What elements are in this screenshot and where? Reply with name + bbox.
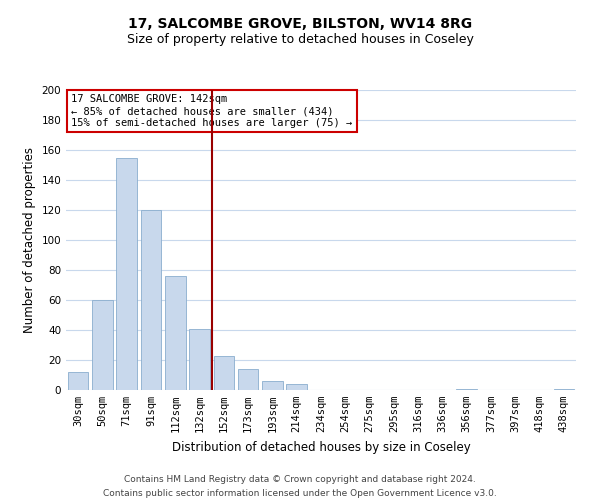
Bar (189, 328, 210, 390)
Text: Contains HM Land Registry data © Crown copyright and database right 2024.
Contai: Contains HM Land Registry data © Crown c… (103, 476, 497, 498)
Bar (457, 388, 477, 390)
Bar (165, 276, 185, 390)
Text: 17, SALCOMBE GROVE, BILSTON, WV14 8RG: 17, SALCOMBE GROVE, BILSTON, WV14 8RG (128, 18, 472, 32)
Bar (262, 381, 283, 390)
Bar (286, 384, 307, 390)
Bar (68, 372, 88, 390)
Bar (554, 388, 574, 390)
Bar (116, 158, 137, 390)
Text: 17 SALCOMBE GROVE: 142sqm
← 85% of detached houses are smaller (434)
15% of semi: 17 SALCOMBE GROVE: 142sqm ← 85% of detac… (71, 94, 352, 128)
Bar (214, 356, 234, 390)
Text: Size of property relative to detached houses in Coseley: Size of property relative to detached ho… (127, 32, 473, 46)
Y-axis label: Number of detached properties: Number of detached properties (23, 147, 36, 333)
Bar (92, 300, 113, 390)
Bar (140, 210, 161, 390)
X-axis label: Distribution of detached houses by size in Coseley: Distribution of detached houses by size … (172, 440, 470, 454)
Bar (238, 369, 259, 390)
